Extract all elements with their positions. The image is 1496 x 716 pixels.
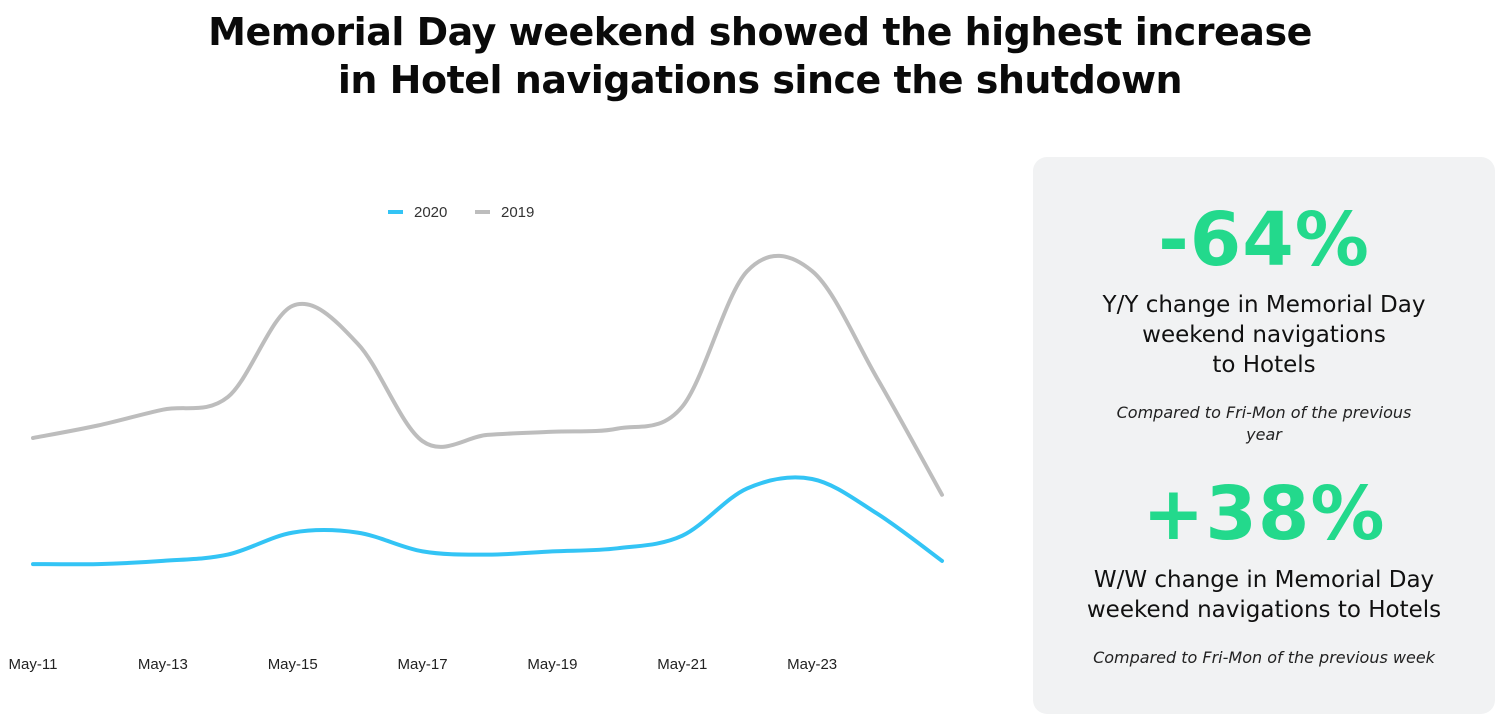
wow-change-description: W/W change in Memorial Day weekend navig… [1053,565,1475,625]
yoy-change-description: Y/Y change in Memorial Day weekend navig… [1053,290,1475,380]
wow-change-note: Compared to Fri-Mon of the previous week [1063,647,1465,669]
headline: Memorial Day weekend showed the highest … [0,8,1496,104]
series-line-2020 [31,475,944,567]
chart-series [31,253,944,567]
x-axis-ticks: May-11 May-13 May-15 May-17 May-19 May-21 May-… [9,656,838,673]
chart-legend: 2020 2019 [388,204,534,221]
x-tick-label: May-11 [9,656,58,673]
series-line-2019 [31,253,944,497]
wow-change-value: +38% [1142,471,1386,557]
x-tick-label: May-13 [138,656,188,673]
x-tick-label: May-17 [398,656,448,673]
wow-desc-line: W/W change in Memorial Day [1093,567,1435,593]
wow-note-line: Compared to Fri-Mon of the previous week [1093,648,1435,667]
yoy-desc-line: to Hotels [1212,352,1316,378]
wow-desc-line: weekend navigations to Hotels [1086,597,1442,623]
headline-line-2: in Hotel navigations since the shutdown [337,58,1183,102]
x-tick-label: May-23 [787,656,837,673]
headline-line-1: Memorial Day weekend showed the highest … [208,10,1312,54]
yoy-desc-line: Y/Y change in Memorial Day [1102,292,1426,318]
x-tick-label: May-21 [657,656,707,673]
summary-panel: -64% Y/Y change in Memorial Day weekend … [1033,157,1495,714]
x-tick-label: May-19 [527,656,577,673]
legend-label-2020: 2020 [414,204,447,221]
legend-label-2019: 2019 [501,204,534,221]
yoy-note-line: Compared to Fri-Mon of the previous [1116,403,1412,422]
yoy-change-value: -64% [1158,197,1370,283]
yoy-change-note: Compared to Fri-Mon of the previous year [1063,402,1465,446]
x-tick-label: May-15 [268,656,318,673]
line-chart: 2020 2019 May-11 May-13 May-15 May-17 May-19 M… [9,204,944,673]
yoy-note-line: year [1246,425,1282,444]
yoy-desc-line: weekend navigations [1142,322,1386,348]
